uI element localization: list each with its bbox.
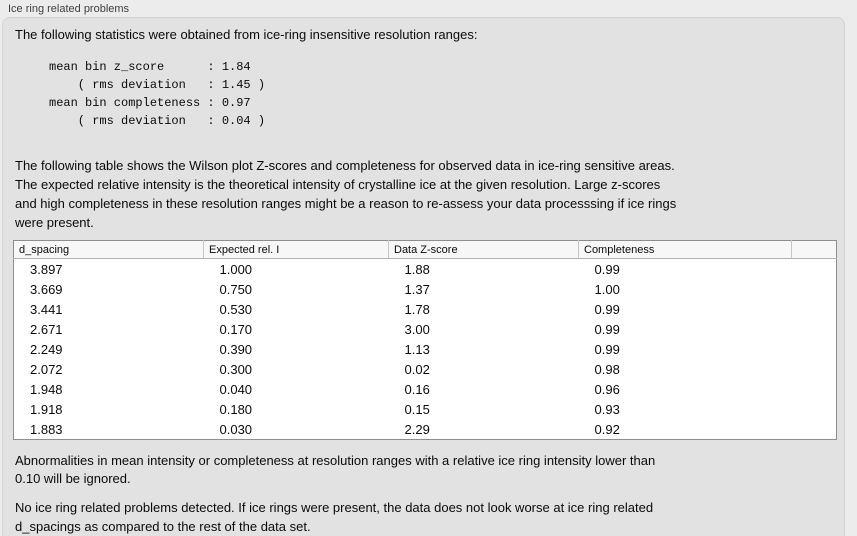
table-cell: 1.00 [594, 281, 620, 297]
table-cell: 0.92 [594, 421, 620, 437]
table-cell: 0.15 [404, 401, 430, 417]
table-cell: 0.98 [594, 361, 620, 377]
table-cell: 0.530 [219, 301, 253, 317]
table-cell: 1.000 [219, 261, 253, 277]
table-cell: 0.96 [594, 381, 620, 397]
table-cell: 0.99 [594, 301, 620, 317]
table-cell: 0.300 [219, 361, 253, 377]
table-cell-spacer [792, 359, 837, 379]
table-cell-spacer [792, 259, 837, 280]
table-cell-spacer [792, 399, 837, 419]
table-row[interactable]: 3.441 0.530 1.78 0.99 [14, 299, 837, 319]
table-cell: 0.750 [219, 281, 253, 297]
table-cell: 3.897 [30, 261, 63, 277]
table-row[interactable]: 1.918 0.180 0.15 0.93 [14, 399, 837, 419]
table-cell: 2.29 [404, 421, 430, 437]
table-cell: 2.072 [30, 361, 63, 377]
table-cell: 0.180 [219, 401, 253, 417]
table-cell: 0.170 [219, 321, 253, 337]
table-cell: 0.02 [404, 361, 430, 377]
conclusion-text: No ice ring related problems detected. I… [15, 500, 654, 534]
table-cell: 0.99 [594, 321, 620, 337]
table-cell: 1.918 [30, 401, 63, 417]
column-header-d-spacing[interactable]: d_spacing [13, 240, 204, 259]
ice-ring-table[interactable]: d_spacing Expected rel. I Data Z-score Comp… [13, 240, 837, 440]
table-cell: 0.99 [594, 261, 620, 277]
ignore-note-text: Abnormalities in mean intensity or compl… [15, 453, 656, 486]
table-cell: 1.13 [404, 341, 430, 357]
table-cell-spacer [792, 379, 837, 399]
table-cell: 2.671 [30, 321, 63, 337]
table-cell: 1.37 [404, 281, 430, 297]
intro-text: The following statistics were obtained f… [15, 27, 478, 42]
table-cell: 1.883 [30, 421, 63, 437]
table-cell-spacer [792, 319, 837, 339]
table-row[interactable]: 2.072 0.300 0.02 0.98 [14, 359, 837, 379]
ice-ring-groupbox: The following statistics were obtained f… [2, 17, 845, 536]
table-cell: 1.948 [30, 381, 63, 397]
column-header-completeness[interactable]: Completeness [578, 240, 792, 259]
table-cell: 0.390 [219, 341, 253, 357]
table-cell: 1.88 [404, 261, 430, 277]
table-cell: 0.030 [219, 421, 253, 437]
summary-stats-block: mean bin z_score : 1.84 ( rms deviation … [49, 60, 266, 128]
table-cell: 0.93 [594, 401, 620, 417]
table-cell-spacer [792, 299, 837, 319]
table-row[interactable]: 1.883 0.030 2.29 0.92 [14, 419, 837, 440]
table-row[interactable]: 3.897 1.000 1.88 0.99 [14, 259, 837, 280]
table-row[interactable]: 2.671 0.170 3.00 0.99 [14, 319, 837, 339]
table-header-row: d_spacing Expected rel. I Data Z-score Comp… [13, 240, 837, 259]
table-cell: 0.99 [594, 341, 620, 357]
table-cell: 1.78 [404, 301, 430, 317]
table-cell: 3.669 [30, 281, 63, 297]
column-header-expected-rel-i[interactable]: Expected rel. I [203, 240, 389, 259]
table-row[interactable]: 2.249 0.390 1.13 0.99 [14, 339, 837, 359]
table-cell-spacer [792, 419, 837, 440]
table-cell: 3.00 [404, 321, 430, 337]
table-cell: 0.16 [404, 381, 430, 397]
table-cell: 0.040 [219, 381, 253, 397]
table-cell: 2.249 [30, 341, 63, 357]
table-row[interactable]: 3.669 0.750 1.37 1.00 [14, 279, 837, 299]
column-header-spacer[interactable] [791, 240, 837, 259]
table-cell-spacer [792, 279, 837, 299]
description-text: The following table shows the Wilson plo… [15, 158, 677, 230]
table-cell-spacer [792, 339, 837, 359]
column-header-data-z-score[interactable]: Data Z-score [388, 240, 579, 259]
table-cell: 3.441 [30, 301, 63, 317]
table-row[interactable]: 1.948 0.040 0.16 0.96 [14, 379, 837, 399]
groupbox-title: Ice ring related problems [8, 3, 130, 15]
